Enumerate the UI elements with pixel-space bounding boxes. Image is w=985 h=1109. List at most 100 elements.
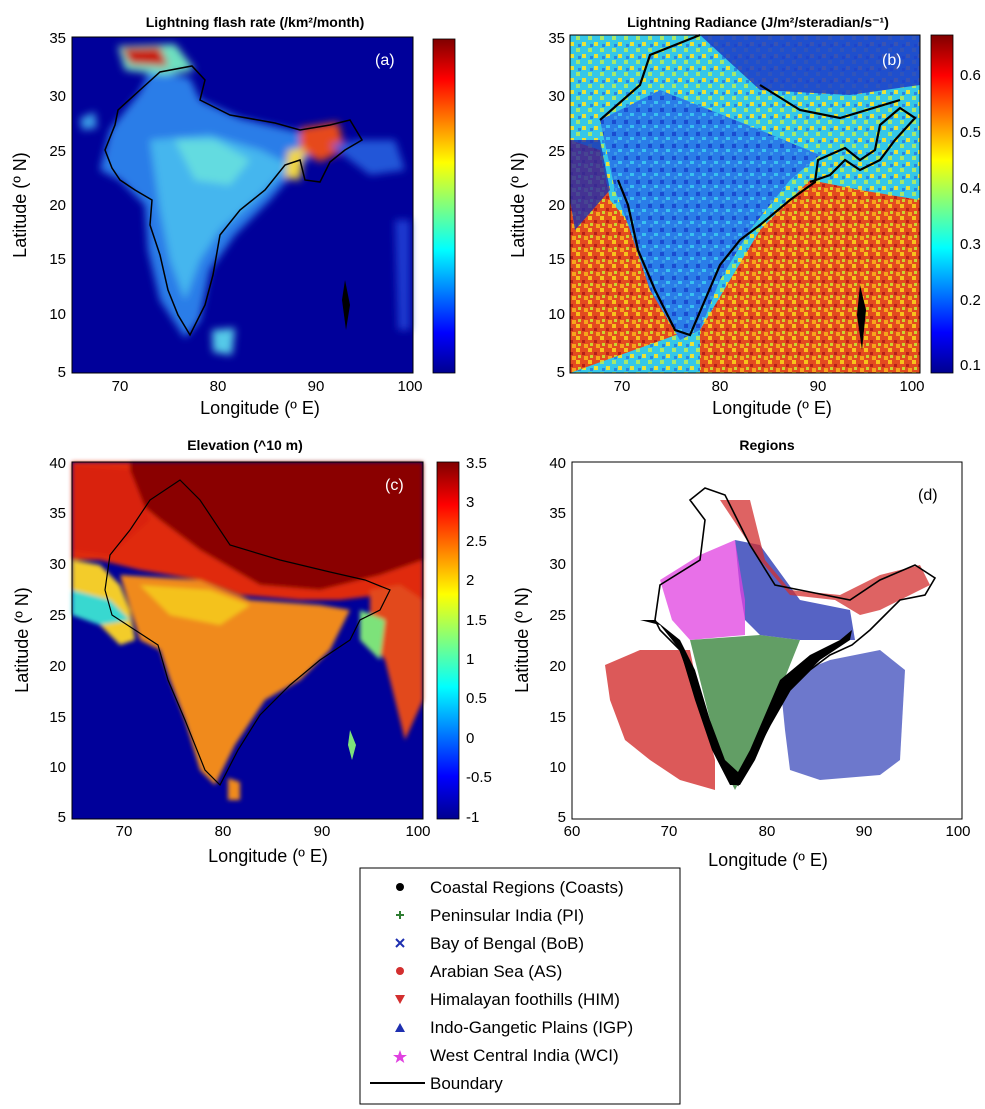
svg-text:35: 35 [548, 30, 565, 47]
region-pi-markers [690, 635, 800, 790]
svg-text:20: 20 [548, 197, 565, 214]
panel-a-ylabel: Latitude (º N) [10, 152, 30, 258]
svg-text:5: 5 [58, 364, 66, 381]
panel-c-label: (c) [385, 477, 404, 494]
svg-text:Boundary: Boundary [430, 1074, 503, 1093]
legend-item-pi: Peninsular India (PI) [396, 906, 584, 925]
svg-text:80: 80 [215, 823, 232, 840]
svg-text:Arabian Sea (AS): Arabian Sea (AS) [430, 962, 562, 981]
svg-text:15: 15 [49, 709, 66, 726]
svg-text:35: 35 [49, 505, 66, 522]
svg-text:3.5: 3.5 [466, 455, 487, 472]
svg-text:0.2: 0.2 [960, 292, 981, 309]
svg-text:40: 40 [49, 455, 66, 472]
svg-text:20: 20 [49, 658, 66, 675]
legend-marker-circle-icon [396, 883, 404, 891]
panel-b-ylabel: Latitude (º N) [508, 152, 528, 258]
panel-b-xticks: 70 80 90 100 [614, 378, 925, 395]
panel-c: Elevation (^10 m) (c) 3.5 3 2.5 2 1.5 1 … [12, 437, 492, 866]
svg-text:90: 90 [810, 378, 827, 395]
panel-c-title: Elevation (^10 m) [187, 437, 303, 453]
region-as-markers [605, 650, 715, 790]
svg-text:70: 70 [661, 823, 678, 840]
svg-text:0.4: 0.4 [960, 180, 981, 197]
legend-marker-star-icon [393, 1050, 407, 1063]
panel-b-yticks: 35 30 25 20 15 10 5 [548, 30, 565, 381]
panel-d-label: (d) [918, 487, 938, 504]
svg-text:90: 90 [856, 823, 873, 840]
svg-text:1.5: 1.5 [466, 612, 487, 629]
svg-text:10: 10 [549, 759, 566, 776]
region-wci-markers [660, 540, 745, 640]
svg-text:Indo-Gangetic Plains (IGP): Indo-Gangetic Plains (IGP) [430, 1018, 633, 1037]
panel-a: Lightning flash rate (/km²/month) (a) 35… [10, 14, 456, 418]
panel-c-elevation-field [72, 462, 423, 800]
svg-text:90: 90 [314, 823, 331, 840]
svg-text:20: 20 [549, 658, 566, 675]
svg-text:10: 10 [548, 306, 565, 323]
panel-a-india-boundary [104, 65, 364, 337]
svg-text:3: 3 [466, 494, 474, 511]
svg-text:100: 100 [899, 378, 924, 395]
svg-text:40: 40 [549, 455, 566, 472]
legend-box [359, 867, 681, 1105]
legend-marker-triangle-down-icon [395, 995, 405, 1004]
panel-b-colorbar-ticks: 0.6 0.5 0.4 0.3 0.2 0.1 [960, 67, 981, 374]
svg-text:100: 100 [397, 378, 422, 395]
svg-text:15: 15 [548, 251, 565, 268]
panel-d-ylabel: Latitude (º N) [512, 587, 532, 693]
svg-text:20: 20 [49, 197, 66, 214]
panel-a-title: Lightning flash rate (/km²/month) [146, 14, 365, 30]
svg-text:0.5: 0.5 [466, 690, 487, 707]
svg-text:-0.5: -0.5 [466, 769, 492, 786]
svg-text:0.1: 0.1 [960, 357, 981, 374]
legend-item-as: Arabian Sea (AS) [396, 962, 562, 981]
panel-a-colorbar [432, 38, 456, 374]
panel-c-ylabel: Latitude (º N) [12, 587, 32, 693]
panel-c-xlabel: Longitude (º E) [208, 846, 328, 866]
panel-c-colorbar [436, 461, 460, 820]
svg-text:35: 35 [49, 30, 66, 47]
svg-text:35: 35 [549, 505, 566, 522]
legend-marker-plus-icon [396, 911, 404, 919]
svg-text:-1: -1 [466, 809, 479, 826]
svg-text:2: 2 [466, 572, 474, 589]
legend-marker-triangle-up-icon [395, 1023, 405, 1032]
svg-text:2.5: 2.5 [466, 533, 487, 550]
panel-d-yticks: 40 35 30 25 20 15 10 5 [549, 455, 566, 826]
svg-text:0.6: 0.6 [960, 67, 981, 84]
panel-d-boundary [654, 487, 937, 787]
svg-text:25: 25 [49, 607, 66, 624]
panel-a-flash-field [80, 44, 410, 355]
panel-a-yticks: 35 30 25 20 15 10 5 [49, 30, 66, 381]
svg-text:25: 25 [548, 143, 565, 160]
svg-text:0.3: 0.3 [960, 236, 981, 253]
legend-item-him: Himalayan foothills (HIM) [395, 990, 620, 1009]
panel-d: Regions (d) 40 35 30 25 20 15 10 5 60 70… [512, 437, 971, 870]
legend-marker-circle-icon [396, 967, 404, 975]
svg-text:60: 60 [564, 823, 581, 840]
panel-b-title: Lightning Radiance (J/m²/steradian/s⁻¹) [627, 14, 889, 30]
region-him-markers [720, 500, 930, 615]
svg-text:30: 30 [548, 88, 565, 105]
svg-text:Himalayan foothills (HIM): Himalayan foothills (HIM) [430, 990, 620, 1009]
panel-d-xticks: 60 70 80 90 100 [564, 823, 971, 840]
legend-marker-x-icon [395, 938, 405, 948]
svg-text:10: 10 [49, 306, 66, 323]
svg-text:30: 30 [549, 556, 566, 573]
panel-c-xticks: 70 80 90 100 [116, 823, 431, 840]
panel-a-xlabel: Longitude (º E) [200, 398, 320, 418]
region-bob-markers [780, 650, 905, 780]
panel-a-label: (a) [375, 52, 395, 69]
svg-text:25: 25 [549, 607, 566, 624]
legend-item-bob: Bay of Bengal (BoB) [395, 934, 584, 953]
svg-text:100: 100 [945, 823, 970, 840]
legend: Coastal Regions (Coasts) Peninsular Indi… [359, 867, 681, 1105]
panel-d-xlabel: Longitude (º E) [708, 850, 828, 870]
legend-item-coasts: Coastal Regions (Coasts) [396, 878, 624, 897]
panel-b: Lightning Radiance (J/m²/steradian/s⁻¹) … [508, 14, 981, 418]
svg-text:30: 30 [49, 88, 66, 105]
panel-a-xticks: 70 80 90 100 [112, 378, 423, 395]
svg-text:5: 5 [557, 364, 565, 381]
svg-text:10: 10 [49, 759, 66, 776]
